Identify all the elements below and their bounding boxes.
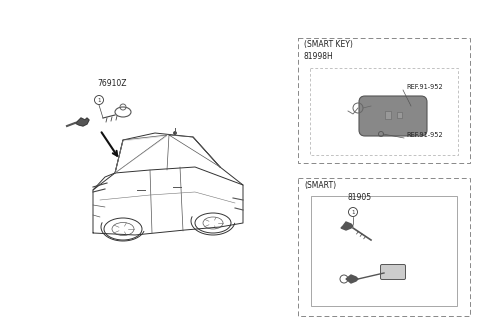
Text: (SMART KEY): (SMART KEY) [304, 40, 353, 49]
FancyBboxPatch shape [381, 265, 406, 280]
Text: 1: 1 [351, 210, 355, 215]
Bar [310, 68, 458, 155]
Text: (SMART): (SMART) [304, 181, 336, 190]
Text: REF.91-952: REF.91-952 [406, 84, 443, 90]
Text: 81905: 81905 [348, 193, 372, 202]
Polygon shape [346, 275, 358, 283]
Bar [385, 111, 391, 119]
Polygon shape [341, 222, 353, 230]
Text: REF.91-952: REF.91-952 [406, 132, 443, 138]
Bar [298, 178, 470, 316]
Text: 1: 1 [97, 97, 101, 102]
Circle shape [174, 132, 176, 134]
Bar [397, 112, 402, 118]
Text: 81998H: 81998H [304, 52, 334, 61]
Text: 76910Z: 76910Z [97, 79, 127, 88]
Bar [311, 196, 457, 306]
FancyBboxPatch shape [359, 96, 427, 136]
Polygon shape [75, 118, 89, 126]
Bar [298, 38, 470, 163]
